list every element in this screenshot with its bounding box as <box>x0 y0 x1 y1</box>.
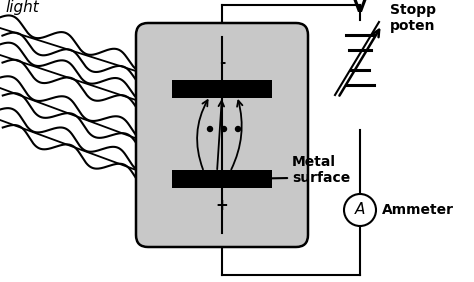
Circle shape <box>225 171 231 177</box>
Text: V: V <box>353 0 367 16</box>
Bar <box>172 80 272 98</box>
Text: light: light <box>5 0 39 15</box>
Text: Stopp
poten: Stopp poten <box>390 3 436 33</box>
Text: +: + <box>216 197 228 213</box>
Circle shape <box>344 194 376 226</box>
Text: Ammeter: Ammeter <box>382 203 454 217</box>
Circle shape <box>221 127 227 131</box>
Circle shape <box>208 127 212 131</box>
Text: -: - <box>219 56 225 70</box>
Text: A: A <box>355 202 365 217</box>
FancyBboxPatch shape <box>136 23 308 247</box>
Circle shape <box>213 171 219 177</box>
Circle shape <box>236 127 240 131</box>
Text: Metal
surface: Metal surface <box>292 155 350 185</box>
Bar <box>172 170 272 188</box>
Circle shape <box>201 171 207 177</box>
